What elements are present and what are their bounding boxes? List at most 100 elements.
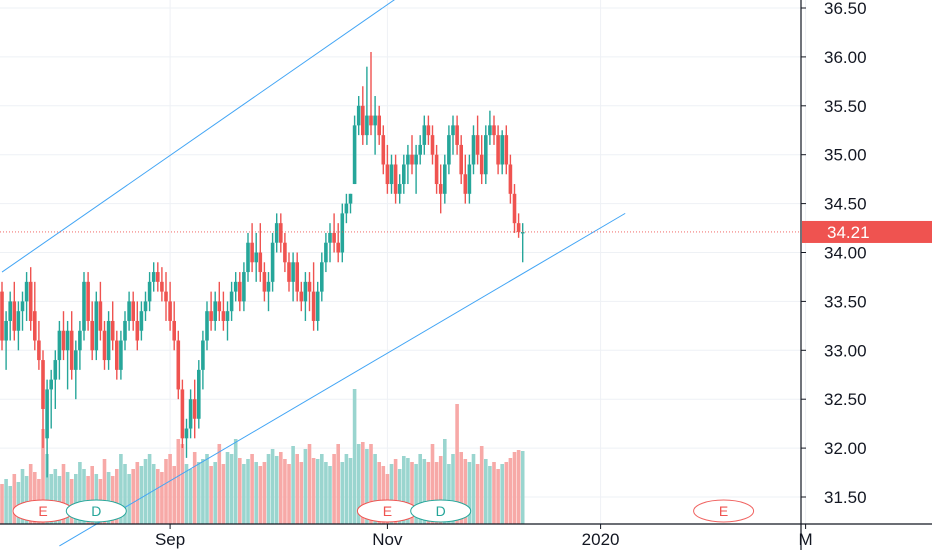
candle-body[interactable] [119, 340, 123, 370]
candle-body[interactable] [217, 301, 222, 312]
candle-body[interactable] [381, 135, 386, 165]
candle-body[interactable] [389, 164, 394, 185]
candle-body[interactable] [61, 330, 66, 351]
candle-body[interactable] [377, 115, 381, 136]
candle-body[interactable] [500, 135, 504, 165]
candle-body[interactable] [287, 262, 291, 282]
event-marker-e[interactable]: E [693, 499, 755, 523]
candle-body[interactable] [147, 281, 152, 302]
candle-body[interactable] [475, 135, 480, 155]
candle-body[interactable] [274, 223, 279, 243]
candle-body[interactable] [90, 320, 94, 351]
candle-body[interactable] [369, 115, 373, 126]
candle-body[interactable] [143, 301, 148, 312]
candle-body[interactable] [410, 154, 414, 165]
candle-body[interactable] [16, 311, 21, 331]
candle-body[interactable] [250, 242, 254, 263]
candle-body[interactable] [340, 213, 345, 253]
candle-body[interactable] [279, 223, 283, 243]
candle-body[interactable] [443, 164, 447, 194]
candle-body[interactable] [78, 330, 82, 351]
candle-body[interactable] [24, 281, 29, 302]
event-marker-d[interactable]: D [410, 499, 472, 523]
candle-body[interactable] [303, 281, 308, 302]
candle-body[interactable] [484, 135, 488, 175]
candle-body[interactable] [110, 320, 115, 341]
candle-body[interactable] [352, 125, 357, 185]
candle-body[interactable] [28, 281, 33, 321]
channel-line-lower[interactable] [59, 212, 626, 547]
candle-body[interactable] [520, 231, 525, 234]
candle-body[interactable] [94, 301, 99, 351]
candle-body[interactable] [246, 242, 250, 273]
candle-body[interactable] [295, 262, 299, 292]
candle-body[interactable] [348, 193, 353, 204]
candle-body[interactable] [156, 272, 160, 282]
candle-body[interactable] [508, 164, 513, 194]
candle-body[interactable] [205, 311, 209, 341]
candle-body[interactable] [164, 291, 168, 302]
candle-body[interactable] [192, 399, 197, 419]
candle-body[interactable] [201, 340, 205, 370]
candle-body[interactable] [135, 320, 140, 341]
candle-body[interactable] [324, 242, 328, 263]
candle-body[interactable] [467, 164, 472, 194]
candle-body[interactable] [344, 203, 349, 214]
candle-body[interactable] [12, 301, 17, 331]
candle-body[interactable] [393, 164, 398, 194]
candle-body[interactable] [254, 252, 258, 263]
candle-body[interactable] [53, 360, 58, 380]
candle-body[interactable] [479, 154, 484, 175]
event-marker-e[interactable]: E [356, 499, 418, 523]
candle-body[interactable] [8, 301, 12, 321]
candle-body[interactable] [20, 301, 25, 312]
candle-body[interactable] [414, 154, 418, 165]
candle-body[interactable] [488, 125, 492, 136]
candle-body[interactable] [168, 301, 172, 321]
candle-body[interactable] [463, 174, 468, 194]
candle-body[interactable] [307, 281, 312, 292]
candle-body[interactable] [197, 369, 201, 419]
candle-body[interactable] [418, 144, 422, 155]
candle-body[interactable] [213, 301, 217, 321]
candle-body[interactable] [512, 193, 517, 224]
candle-body[interactable] [455, 125, 459, 145]
candle-body[interactable] [98, 301, 103, 331]
candle-body[interactable] [172, 320, 176, 341]
candle-body[interactable] [123, 320, 127, 341]
candle-body[interactable] [233, 281, 238, 292]
candle-body[interactable] [57, 330, 62, 361]
candle-body[interactable] [365, 115, 369, 136]
candle-body[interactable] [139, 311, 144, 331]
candle-body[interactable] [4, 320, 8, 341]
candle-body[interactable] [332, 232, 336, 243]
candle-body[interactable] [65, 330, 70, 351]
candle-body[interactable] [86, 281, 90, 321]
candle-body[interactable] [291, 262, 295, 282]
candle-body[interactable] [270, 242, 275, 282]
channel-line-upper[interactable] [1, 0, 453, 273]
candle-body[interactable] [49, 379, 53, 390]
candle-body[interactable] [430, 135, 435, 155]
candle-body[interactable] [438, 184, 443, 194]
candle-body[interactable] [184, 428, 189, 439]
candle-body[interactable] [176, 340, 181, 390]
candle-body[interactable] [0, 291, 4, 341]
candle-body[interactable] [459, 144, 463, 175]
candle-body[interactable] [209, 311, 213, 321]
candle-body[interactable] [180, 389, 185, 439]
candle-body[interactable] [447, 135, 451, 165]
candle-body[interactable] [311, 291, 316, 321]
candle-body[interactable] [221, 311, 226, 321]
candle-body[interactable] [266, 281, 271, 292]
candle-body[interactable] [299, 291, 304, 302]
candle-body[interactable] [426, 125, 431, 136]
candle-body[interactable] [356, 105, 361, 126]
candle-body[interactable] [238, 281, 242, 302]
candle-body[interactable] [131, 301, 135, 321]
candle-body[interactable] [160, 281, 164, 292]
event-marker-e[interactable]: E [12, 499, 74, 523]
candle-body[interactable] [402, 164, 406, 185]
candle-body[interactable] [320, 262, 324, 292]
